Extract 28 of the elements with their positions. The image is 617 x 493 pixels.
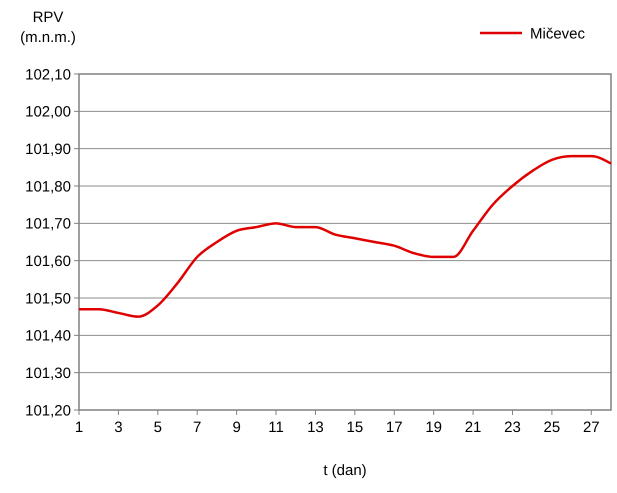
- y-tick-label: 101,60: [25, 252, 71, 270]
- x-tick-label: 15: [346, 419, 364, 436]
- line-series: [78, 154, 612, 318]
- x-tick-label: 1: [74, 419, 84, 436]
- x-tick-label: 3: [114, 419, 123, 436]
- x-tick-label: 21: [464, 419, 482, 436]
- x-tick-label: 9: [232, 419, 241, 436]
- y-tick-label: 101,90: [25, 140, 71, 158]
- x-tick-label: 13: [307, 419, 324, 436]
- y-tick-label: 101,50: [25, 290, 71, 308]
- y-tick-label: 101,20: [25, 402, 71, 420]
- legend-label: Mičevec: [530, 25, 586, 42]
- x-tick-label: 27: [582, 419, 600, 436]
- x-tick-label: 25: [544, 419, 560, 436]
- x-tick-label: 19: [425, 419, 442, 436]
- y-tick-label: 101,30: [25, 364, 71, 382]
- y-tick-label: 101,80: [25, 178, 71, 196]
- x-tick-label: 7: [193, 419, 202, 436]
- x-axis-title: t (dan): [323, 462, 367, 479]
- y-tick-label: 101,70: [25, 216, 71, 233]
- x-tick-label: 17: [386, 419, 403, 436]
- y-tick-label: 102,00: [25, 104, 71, 121]
- y-axis-title: RPV (m.n.m.): [20, 9, 76, 46]
- x-tick-label: 5: [154, 419, 162, 436]
- y-tick-label: 102,10: [25, 66, 71, 84]
- x-tick-label: 23: [504, 419, 521, 436]
- y-tick-label: 101,40: [25, 328, 71, 345]
- x-tick-label: 11: [268, 419, 284, 436]
